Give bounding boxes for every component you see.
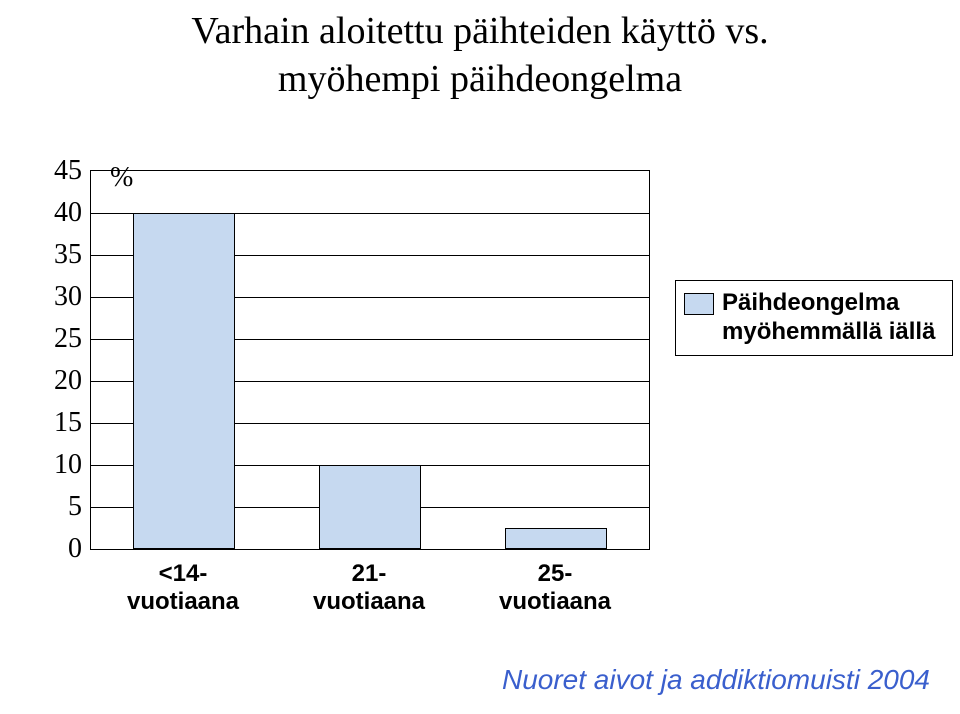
x-tick-label: 25-vuotiaana xyxy=(462,560,648,615)
bar xyxy=(133,213,235,549)
title-line-1: Varhain aloitettu päihteiden käyttö vs. xyxy=(0,8,960,56)
y-tick-label: 5 xyxy=(68,491,82,523)
y-tick-label: 40 xyxy=(54,197,82,229)
legend-label: Päihdeongelma myöhemmällä iällä xyxy=(722,289,942,347)
chart-title: Varhain aloitettu päihteiden käyttö vs. … xyxy=(0,8,960,103)
y-tick-label: 0 xyxy=(68,533,82,565)
y-tick-label: 25 xyxy=(54,323,82,355)
x-axis-labels: <14-vuotiaana21-vuotiaana25-vuotiaana xyxy=(90,560,650,640)
y-tick-label: 15 xyxy=(54,407,82,439)
percent-sign: % xyxy=(110,162,133,194)
footer-citation: Nuoret aivot ja addiktiomuisti 2004 xyxy=(502,664,930,696)
bar xyxy=(505,528,607,549)
title-line-2: myöhempi päihdeongelma xyxy=(0,56,960,104)
plot-area xyxy=(90,170,650,550)
y-tick-label: 35 xyxy=(54,239,82,271)
x-tick-label: <14-vuotiaana xyxy=(90,560,276,615)
y-axis: 051015202530354045 xyxy=(30,170,90,600)
legend-swatch xyxy=(684,293,714,315)
x-tick-label: 21-vuotiaana xyxy=(276,560,462,615)
y-tick-label: 20 xyxy=(54,365,82,397)
y-tick-label: 45 xyxy=(54,155,82,187)
bar-chart: 051015202530354045 xyxy=(30,170,930,600)
y-tick-label: 10 xyxy=(54,449,82,481)
legend: Päihdeongelma myöhemmällä iällä xyxy=(675,280,953,356)
bar xyxy=(319,465,421,549)
y-tick-label: 30 xyxy=(54,281,82,313)
page-root: Varhain aloitettu päihteiden käyttö vs. … xyxy=(0,0,960,714)
